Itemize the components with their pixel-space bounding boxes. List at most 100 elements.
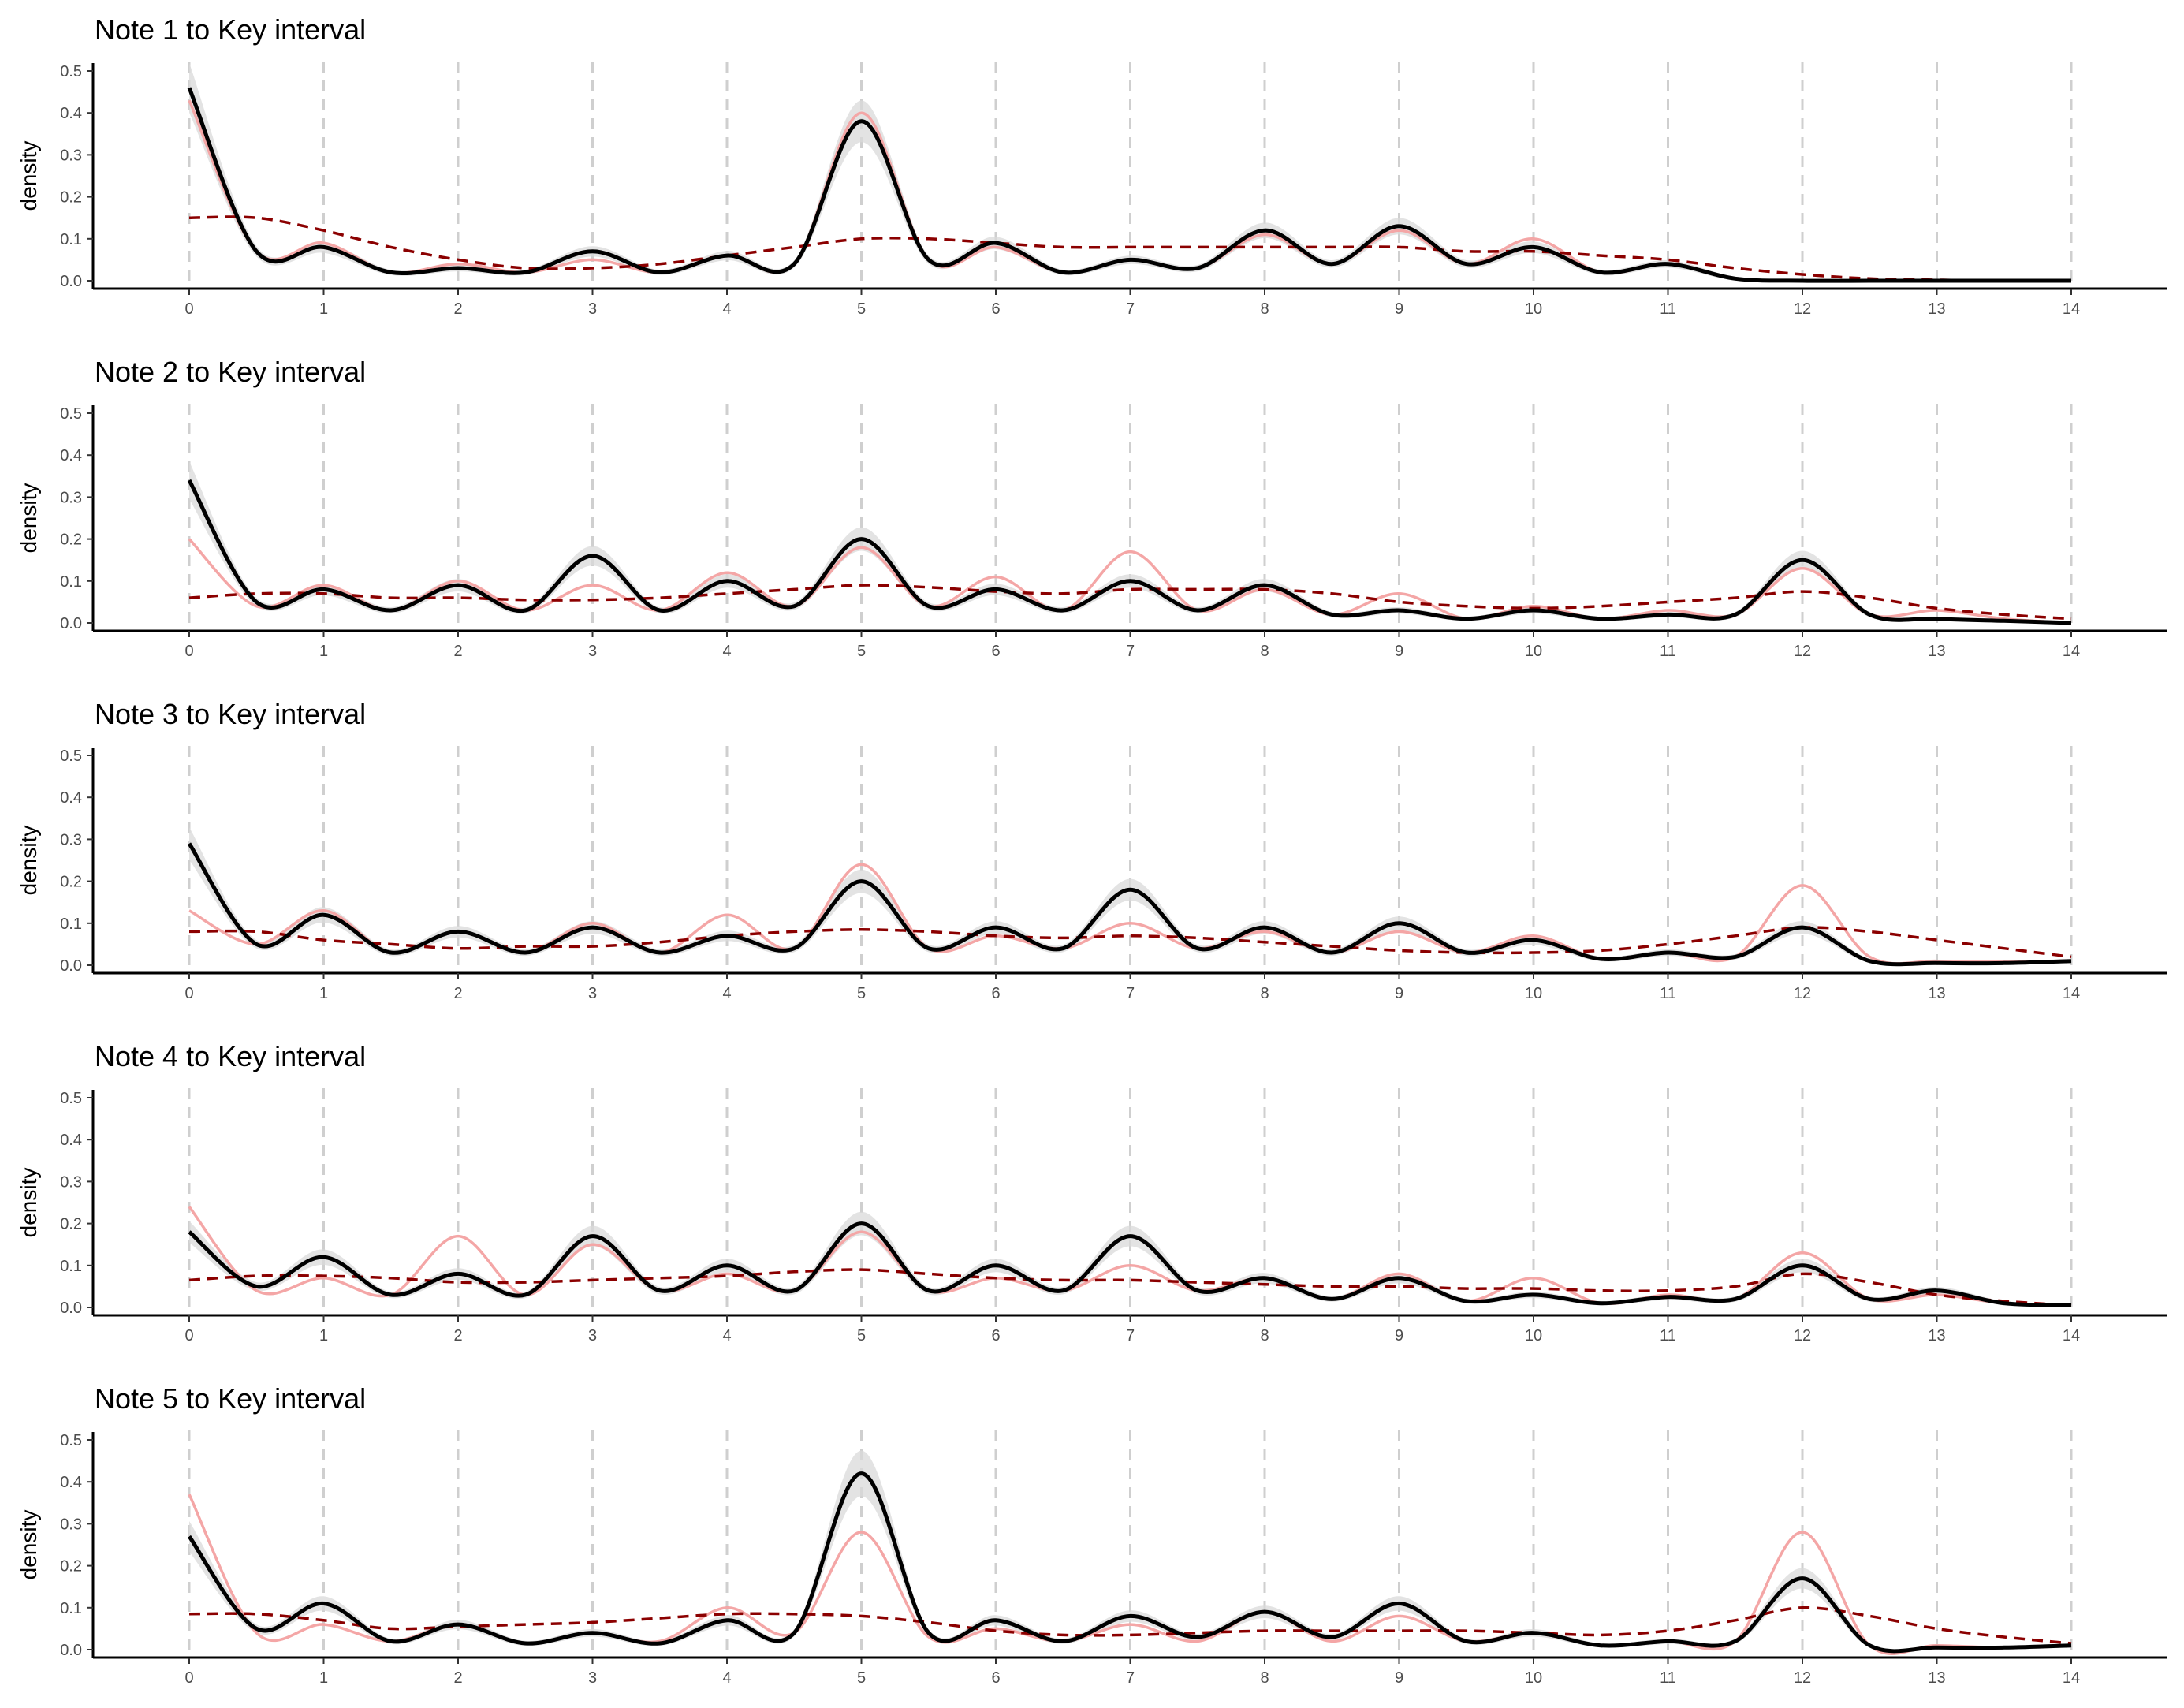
x-tick-label: 10 [1525,300,1542,318]
series-line-black [187,87,2071,283]
y-tick-label: 0.1 [60,231,82,248]
x-tick-label: 4 [722,985,731,1002]
y-tick-label: 0.5 [60,405,82,423]
x-tick-label: 14 [2063,985,2080,1002]
x-tick-label: 10 [1525,1669,1542,1687]
x-tick-label: 10 [1525,643,1542,660]
x-tick-label: 11 [1660,643,1676,660]
panel-2: Note 2 to Key interval density 0.0 0.1 0.2 0.… [17,356,2167,660]
y-tick-label: 0.0 [60,1642,82,1659]
x-tick-label: 6 [991,985,1000,1002]
x-tick-label: 1 [319,1327,328,1344]
x-tick-label: 7 [1126,985,1135,1002]
panel-title: Note 1 to Key interval [95,13,366,46]
x-tick-label: 5 [857,1327,866,1344]
x-tick-label: 2 [453,300,462,318]
x-tick-label: 7 [1126,300,1135,318]
x-tick-label: 11 [1660,300,1676,318]
x-tick-label: 13 [1928,1327,1945,1344]
x-tick-label: 10 [1525,985,1542,1002]
x-tick-label: 5 [857,1669,866,1687]
x-tick-label: 6 [991,300,1000,318]
x-tick-label: 0 [184,985,193,1002]
x-tick-label: 2 [453,643,462,660]
confidence-band [189,1211,2071,1307]
series-line-black [187,842,2072,967]
confidence-band [189,1450,2071,1653]
x-tick-label: 12 [1794,1327,1811,1344]
y-tick-label: 0.2 [60,874,82,891]
x-tick-label: 7 [1126,643,1135,660]
series-line-dashed [188,1606,2072,1645]
x-tick-label: 9 [1395,643,1403,660]
y-tick-label: 0.4 [60,1474,82,1491]
y-tick-label: 0.3 [60,1173,82,1191]
y-tick-label: 0.3 [60,489,82,506]
x-tick-label: 5 [857,643,866,660]
x-tick-label: 0 [184,1669,193,1687]
y-tick-label: 0.5 [60,1432,82,1449]
y-tick-label: 0.0 [60,1300,82,1317]
y-axis-label: density [17,1510,41,1580]
series-line-dashed [188,584,2072,621]
x-tick-label: 9 [1395,1669,1403,1687]
y-tick-label: 0.2 [60,1558,82,1576]
x-tick-label: 11 [1660,1669,1676,1687]
y-tick-label: 0.5 [60,748,82,765]
x-tick-label: 8 [1260,1327,1269,1344]
x-tick-label: 9 [1395,1327,1403,1344]
x-tick-label: 13 [1928,300,1945,318]
panel-3: Note 3 to Key interval density 0.0 0.1 0.2 0.… [17,698,2167,1002]
x-tick-label: 13 [1928,985,1945,1002]
y-tick-label: 0.5 [60,63,82,80]
y-tick-label: 0.0 [60,957,82,975]
confidence-band [189,827,2071,967]
x-tick-label: 3 [588,1669,597,1687]
x-tick-label: 8 [1260,985,1269,1002]
series-line-black [188,1221,2072,1307]
y-axis-label: density [17,141,41,211]
y-tick-label: 0.2 [60,189,82,207]
x-tick-label: 4 [722,643,731,660]
x-tick-label: 0 [184,1327,193,1344]
y-tick-label: 0.0 [60,615,82,632]
x-tick-label: 12 [1794,300,1811,318]
y-tick-label: 0.4 [60,1132,82,1149]
x-tick-label: 13 [1928,1669,1945,1687]
x-tick-label: 3 [588,1327,597,1344]
x-tick-label: 1 [319,643,328,660]
x-tick-label: 7 [1126,1327,1135,1344]
panel-title: Note 4 to Key interval [95,1040,366,1072]
x-tick-label: 13 [1928,643,1945,660]
series-line-black [187,479,2072,625]
y-tick-label: 0.5 [60,1090,82,1107]
x-tick-label: 14 [2063,1669,2080,1687]
x-tick-label: 4 [722,1327,731,1344]
y-tick-label: 0.0 [60,273,82,290]
x-tick-label: 8 [1260,300,1269,318]
panel-5: Note 5 to Key interval density 0.0 0.1 0.2 0.… [17,1382,2167,1687]
x-tick-label: 7 [1126,1669,1135,1687]
x-tick-label: 1 [319,985,328,1002]
series-line-dashed [188,1268,2072,1307]
y-tick-label: 0.3 [60,831,82,848]
x-tick-label: 10 [1525,1327,1542,1344]
x-tick-label: 3 [588,985,597,1002]
y-tick-label: 0.4 [60,447,82,464]
x-tick-label: 11 [1660,985,1676,1002]
x-tick-label: 2 [453,1669,462,1687]
x-tick-label: 0 [184,300,193,318]
x-tick-label: 12 [1794,643,1811,660]
y-axis-label: density [17,826,41,896]
y-tick-label: 0.1 [60,573,82,591]
panel-1: Note 1 to Key interval density 0.0 0.1 0.2 0.… [17,13,2167,318]
x-tick-label: 1 [319,300,328,318]
y-tick-label: 0.3 [60,1516,82,1533]
x-tick-label: 12 [1794,1669,1811,1687]
x-tick-label: 8 [1260,643,1269,660]
x-tick-label: 3 [588,643,597,660]
series-line-black [187,1471,2072,1654]
x-tick-label: 0 [184,643,193,660]
x-tick-label: 5 [857,985,866,1002]
